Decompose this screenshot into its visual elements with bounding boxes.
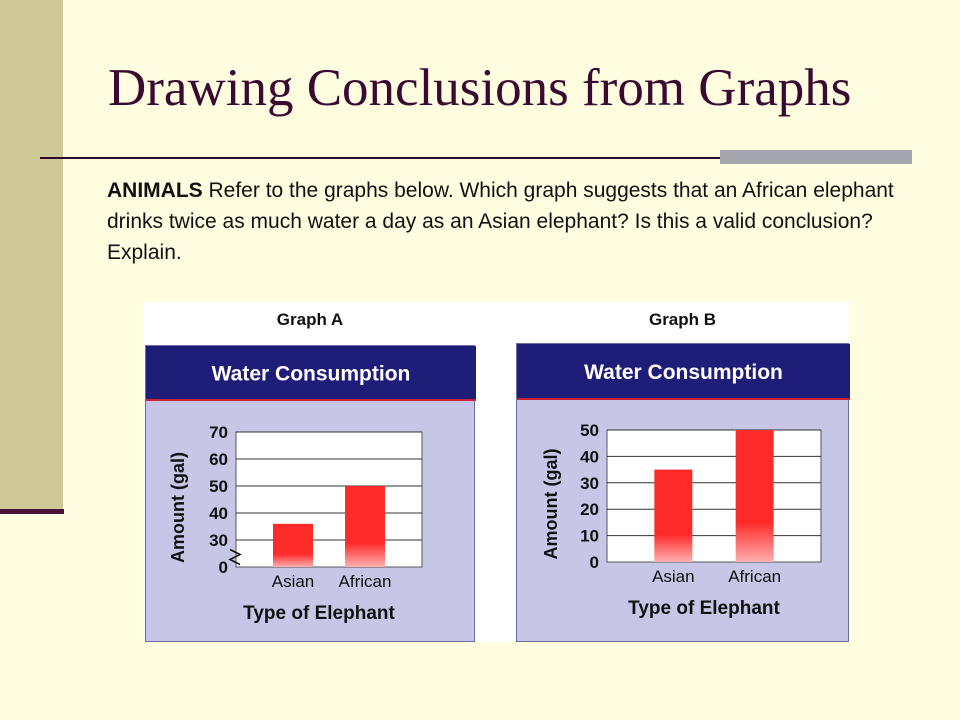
- left-accent-underline: [0, 509, 64, 514]
- x-tick-label: Asian: [652, 567, 695, 586]
- graph-b-label: Graph B: [648, 310, 717, 329]
- graph-a-svg: Water Consumption 0 30 40 50 60 70 Asian African…: [146, 346, 476, 624]
- y-tick-label: 30: [209, 531, 228, 550]
- chart-header: [517, 344, 850, 398]
- graphs-figure: Graph A Water Consumption 0 30 40 50 60 70 Asia…: [143, 302, 850, 642]
- slide-title: Drawing Conclusions from Graphs: [108, 59, 852, 117]
- graph-b-svg: Water Consumption 0 10 20 30 40 50 Asian African…: [517, 344, 850, 619]
- chart-header-stripe: [517, 398, 850, 400]
- chart-header: [146, 346, 476, 399]
- y-tick-label: 0: [219, 558, 228, 577]
- prompt-lead: ANIMALS: [107, 179, 203, 202]
- chart-title: Water Consumption: [212, 363, 411, 386]
- y-tick-label: 40: [209, 504, 228, 523]
- y-tick-label: 10: [580, 527, 599, 546]
- axis-break-icon: [228, 548, 242, 566]
- y-tick-label: 40: [580, 447, 599, 466]
- title-divider-accent: [720, 150, 912, 164]
- y-tick-label: 50: [209, 477, 228, 496]
- chart-title: Water Consumption: [584, 361, 783, 384]
- graph-b-panel: Graph B Water Consumption 0 10 20 30 40 50 Asia…: [516, 302, 850, 642]
- graph-a-panel: Graph A Water Consumption 0 30 40 50 60 70 Asia…: [145, 302, 476, 642]
- plot-area: [235, 431, 423, 568]
- bar-african: [735, 430, 774, 562]
- graph-a-chart: Water Consumption 0 30 40 50 60 70 Asian African…: [145, 345, 476, 642]
- y-tick-label: 50: [580, 421, 599, 440]
- title-divider: [40, 157, 912, 159]
- y-axis-label: Amount (gal): [541, 449, 561, 560]
- y-tick-label: 30: [580, 474, 599, 493]
- left-accent-bar: [0, 0, 63, 510]
- x-axis-label: Type of Elephant: [628, 598, 780, 619]
- plot-area: [606, 429, 822, 563]
- y-tick-label: 0: [590, 553, 599, 572]
- chart-header-stripe: [146, 399, 476, 401]
- bar-african: [345, 486, 385, 567]
- x-tick-label: African: [339, 572, 392, 591]
- graph-b-chart: Water Consumption 0 10 20 30 40 50 Asian African…: [516, 343, 850, 642]
- graph-a-label: Graph A: [276, 310, 344, 329]
- y-tick-label: 70: [209, 423, 228, 442]
- bar-asian: [654, 469, 693, 562]
- bar-asian: [273, 523, 313, 567]
- x-axis-label: Type of Elephant: [243, 603, 395, 624]
- x-tick-label: Asian: [272, 572, 315, 591]
- x-tick-label: African: [728, 567, 781, 586]
- y-tick-label: 60: [209, 450, 228, 469]
- question-prompt: ANIMALS Refer to the graphs below. Which…: [107, 175, 907, 268]
- y-tick-label: 20: [580, 500, 599, 519]
- y-axis-label: Amount (gal): [168, 452, 188, 563]
- prompt-text: Refer to the graphs below. Which graph s…: [107, 179, 894, 264]
